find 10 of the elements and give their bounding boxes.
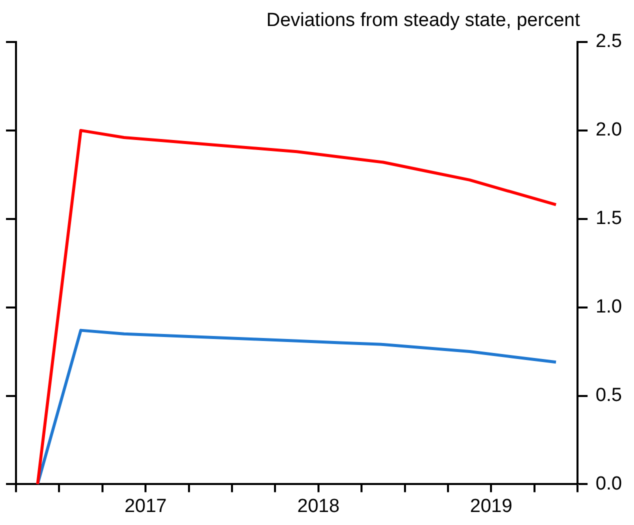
y-tick-label: 2.5 [596, 31, 622, 52]
y-tick-label: 2.0 [596, 120, 622, 141]
y-axis-title: Deviations from steady state, percent [265, 10, 580, 32]
y-tick-label: 0.0 [596, 473, 622, 494]
y-tick-label: 1.0 [596, 296, 622, 318]
y-tick-label: 0.5 [596, 384, 622, 406]
y-tick-label: 1.5 [596, 208, 622, 230]
x-tick-label: 2018 [297, 496, 340, 517]
x-tick-label: 2017 [124, 496, 167, 517]
x-tick-label: 2019 [470, 496, 512, 517]
